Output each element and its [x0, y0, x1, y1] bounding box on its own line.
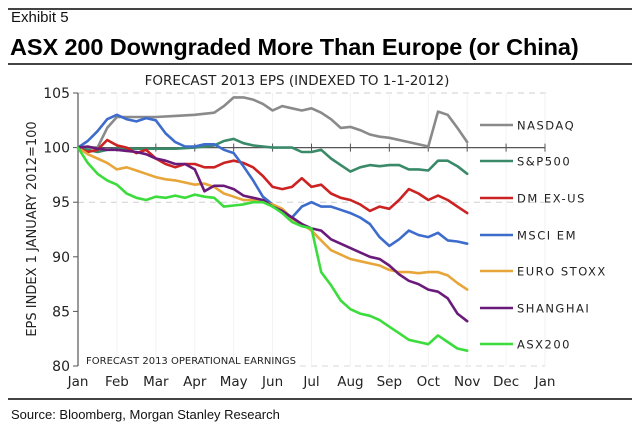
y-tick-label: 80	[52, 359, 70, 375]
top-rule	[8, 8, 632, 10]
y-tick-label: 100	[43, 141, 70, 157]
x-tick-label: Sep	[377, 374, 402, 390]
legend-label-shanghai: SHANGHAI	[517, 302, 590, 316]
series-line-dm-ex-us	[76, 138, 469, 215]
legend: NASDAQ S&P500 DM EX-US MSCI EM EURO STOXX SHA…	[480, 119, 607, 352]
legend-label-nasdaq: NASDAQ	[517, 119, 575, 133]
legend-label-dm-ex-us: DM EX-US	[517, 192, 586, 206]
x-tick-label: Jan	[534, 374, 556, 390]
x-tick-label: Nov	[454, 374, 480, 390]
y-tick-label: 95	[52, 195, 70, 211]
exhibit-label: Exhibit 5	[11, 9, 69, 26]
bottom-rule	[8, 398, 632, 400]
legend-label-s-p500: S&P500	[517, 155, 571, 169]
y-tick-labels: 80 85 90 95 100 105	[43, 86, 70, 375]
title-rule	[8, 63, 632, 65]
x-tick-label: Aug	[337, 374, 363, 390]
x-tick-label: May	[220, 374, 248, 390]
y-tick-label: 105	[43, 86, 70, 102]
series-line-euro-stoxx	[76, 146, 469, 291]
x-tick-label: Oct	[417, 374, 440, 390]
x-tick-label: Jun	[261, 374, 283, 390]
x-tick-label: Jan	[67, 374, 89, 390]
x-tick-labels: Jan Feb Mar Apr May Jun Jul Aug Sep Oct Nov Dec Jan	[67, 374, 556, 390]
x-tick-label: Mar	[143, 374, 169, 390]
series-lines	[76, 96, 469, 353]
legend-label-euro-stoxx: EURO STOXX	[517, 265, 607, 279]
x-tick-label: Apr	[183, 374, 207, 390]
legend-label-msci-em: MSCI EM	[517, 229, 577, 243]
page-title: ASX 200 Downgraded More Than Europe (or …	[10, 34, 579, 60]
y-tick-label: 85	[52, 304, 70, 320]
source-note: Source: Bloomberg, Morgan Stanley Resear…	[11, 407, 280, 422]
x-tick-label: Dec	[493, 374, 519, 390]
x-tick-label: Jul	[302, 374, 319, 390]
y-tick-label: 90	[52, 250, 70, 266]
series-line-asx200	[76, 146, 469, 353]
y-axis-label: EPS INDEX 1 JANUARY 2012=100	[25, 121, 40, 336]
x-tick-label: Feb	[105, 374, 129, 390]
legend-label-asx200: ASX200	[517, 338, 571, 352]
chart-title: FORECAST 2013 EPS (INDEXED TO 1-1-2012)	[145, 73, 450, 89]
chart-annotation: FORECAST 2013 OPERATIONAL EARNINGS	[86, 356, 296, 367]
series-line-s-p500	[76, 137, 469, 176]
